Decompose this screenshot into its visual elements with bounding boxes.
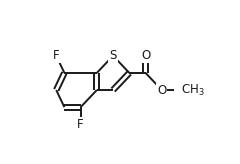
Text: F: F: [53, 49, 60, 62]
Text: O: O: [157, 83, 166, 97]
Text: S: S: [109, 49, 117, 62]
Text: CH$_3$: CH$_3$: [181, 82, 204, 98]
Text: F: F: [77, 118, 84, 131]
Text: O: O: [141, 49, 150, 62]
